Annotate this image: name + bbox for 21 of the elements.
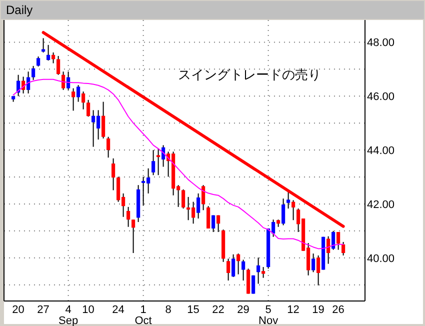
x-tick-label: 27 bbox=[37, 304, 50, 316]
x-tick-label: 5 Nov bbox=[258, 304, 279, 326]
x-tick-label: 10 bbox=[82, 304, 94, 316]
x-tick-label: 8 bbox=[165, 304, 172, 316]
x-tick-label: 24 bbox=[112, 304, 124, 316]
annotation: スイングトレードの売り bbox=[178, 67, 321, 82]
y-tick-label: 46.00 bbox=[367, 91, 395, 104]
y-tick-label: 48.00 bbox=[367, 37, 395, 50]
x-tick-label: 22 bbox=[212, 304, 224, 316]
chart-title: Daily bbox=[6, 3, 33, 17]
x-tick-label: 1 Oct bbox=[134, 304, 152, 326]
x-tick-label: 12 bbox=[287, 304, 300, 316]
x-tick-label: 29 bbox=[237, 304, 250, 316]
x-tick-label: 4 Sep bbox=[58, 304, 78, 326]
y-tick-label: 42.00 bbox=[367, 198, 395, 211]
y-tick-label: 40.00 bbox=[367, 252, 395, 265]
x-tick-label: 15 bbox=[187, 304, 200, 316]
x-tick-label: 26 bbox=[332, 304, 344, 316]
x-tick-label: 20 bbox=[12, 304, 24, 316]
x-tick-label: 19 bbox=[312, 304, 324, 316]
y-tick-label: 44.00 bbox=[367, 145, 395, 158]
